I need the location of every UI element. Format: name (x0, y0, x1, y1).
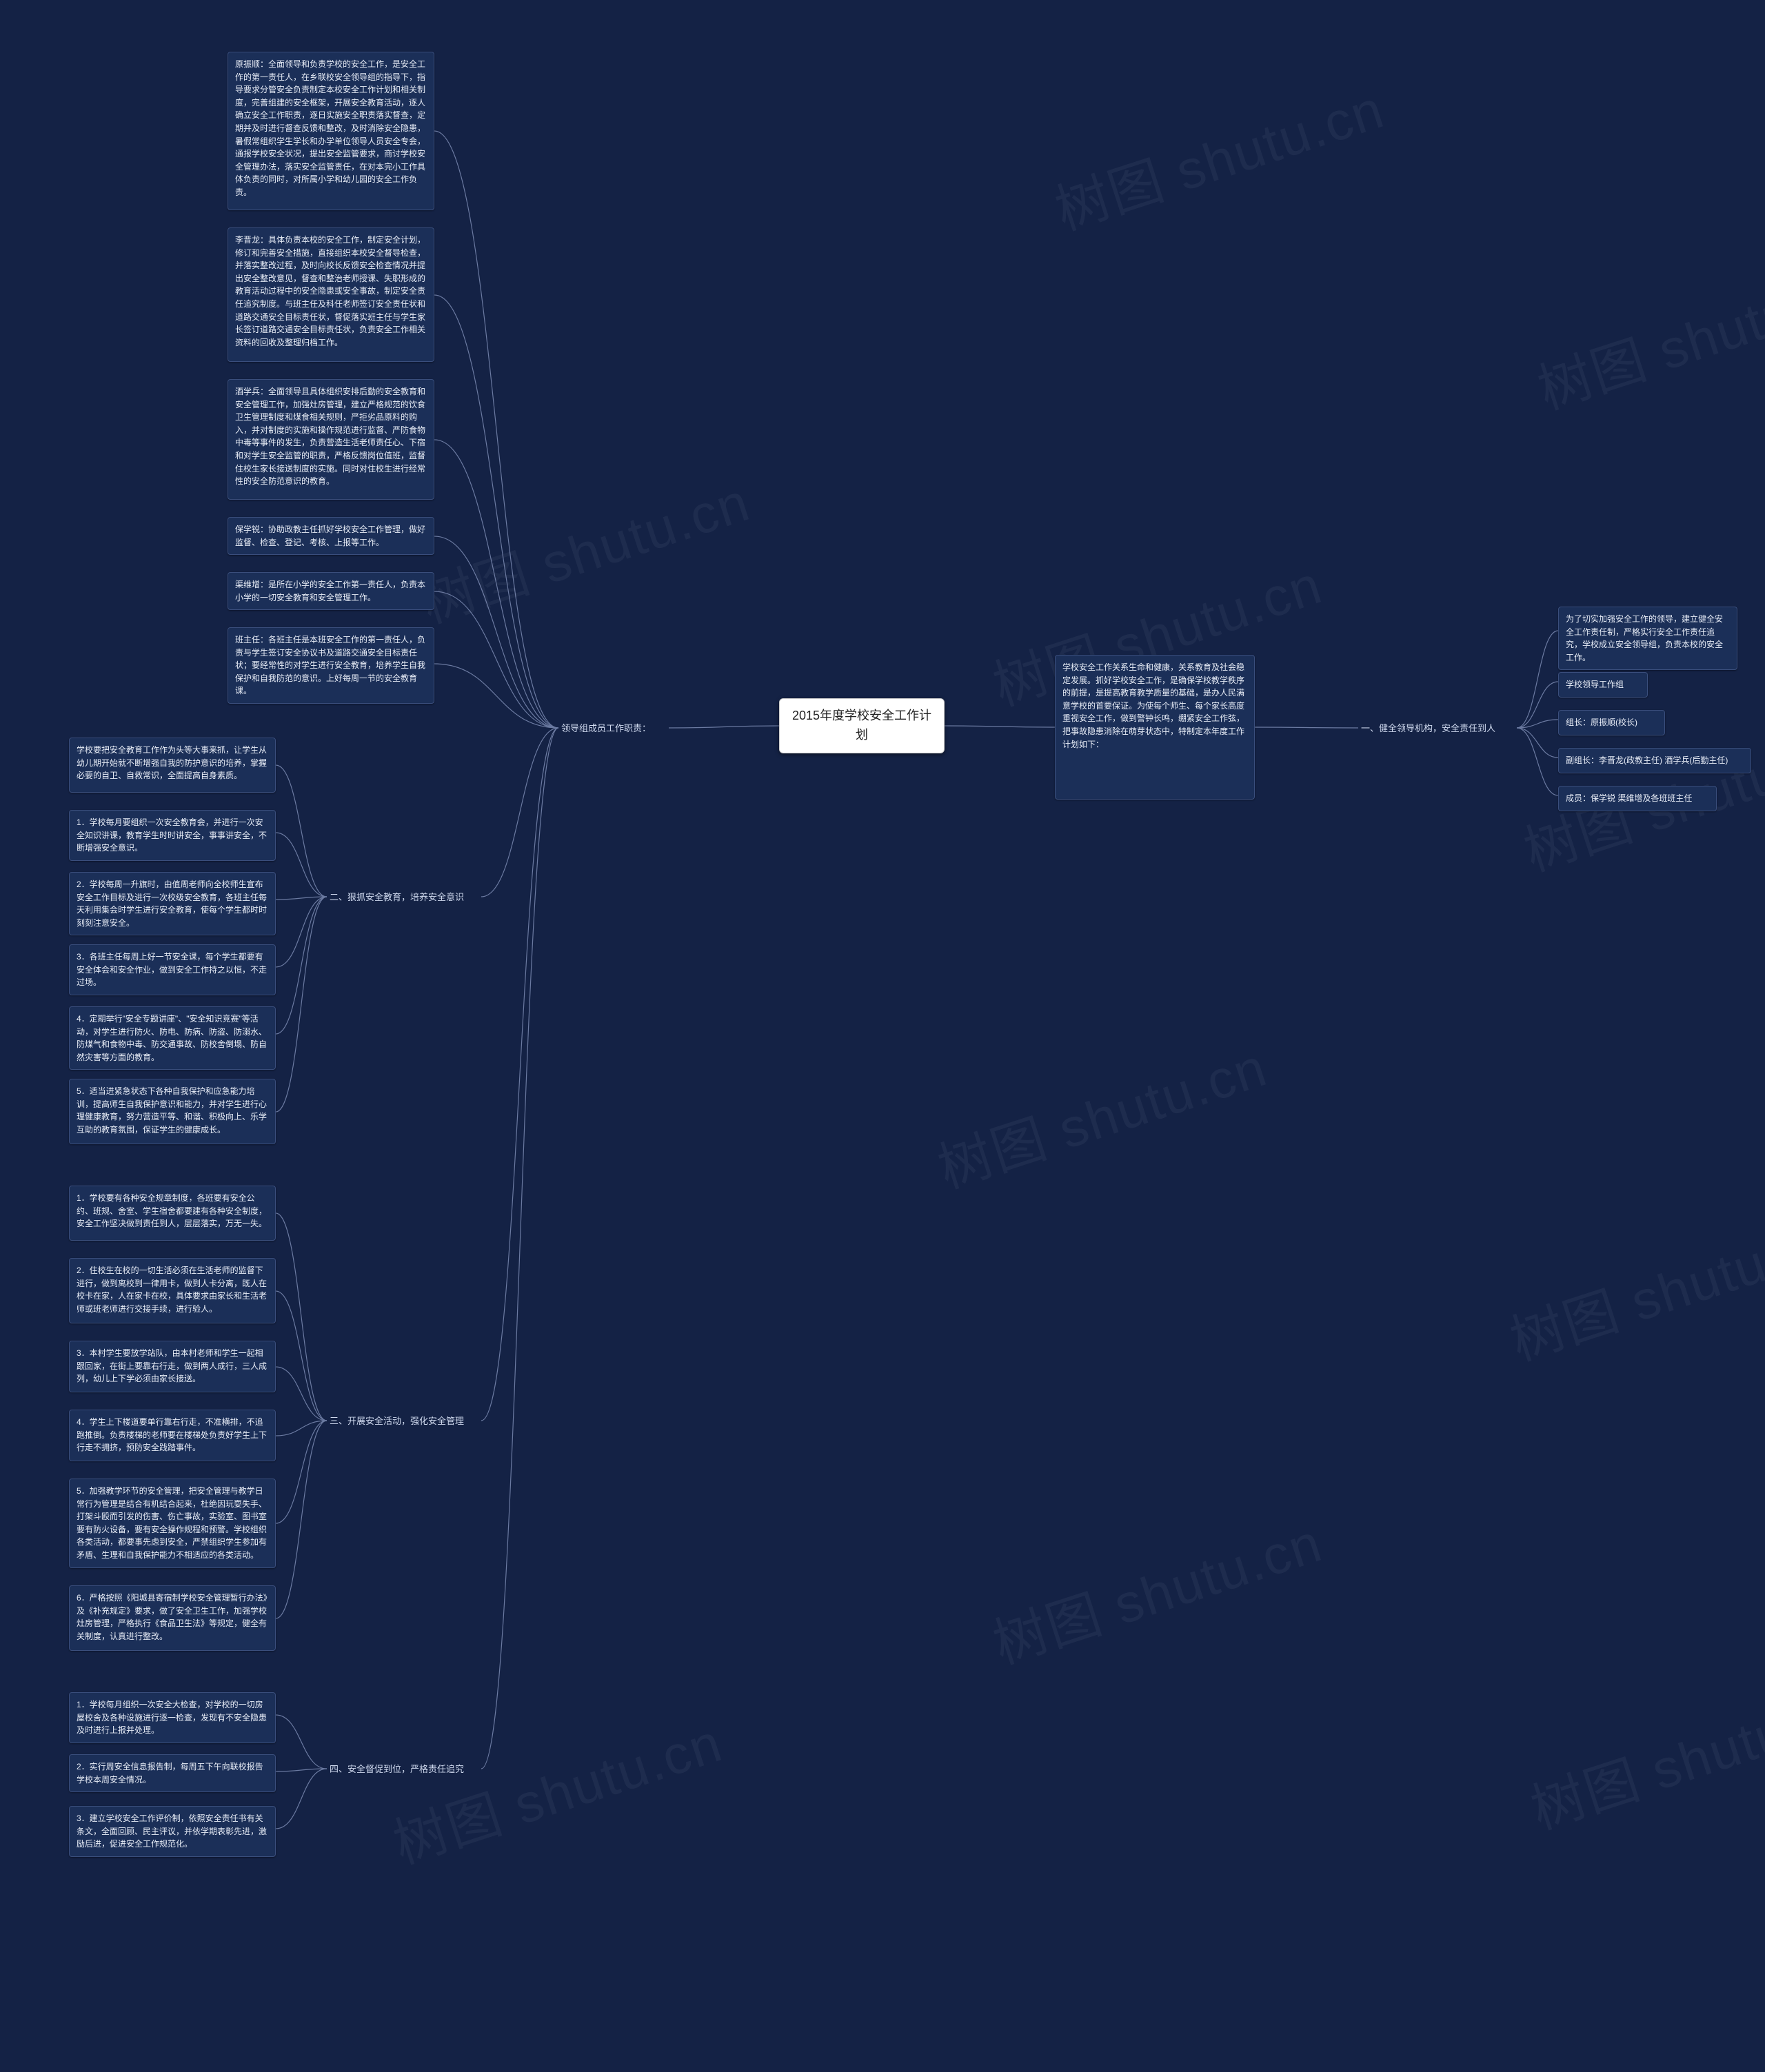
duty-bxl-text: 保学锐：协助政教主任抓好学校安全工作管理，做好监督、检查、登记、考核、上报等工作… (235, 525, 425, 547)
section-4-title[interactable]: 四、安全督促到位，严格责任追究 (327, 1761, 481, 1778)
root-node-text: 2015年度学校安全工作计划 (792, 707, 931, 745)
duty-banzhuren[interactable]: 班主任：各班主任是本班安全工作的第一责任人，负责与学生签订安全协议书及道路交通安… (228, 627, 434, 704)
s3-1-text: 1．学校要有各种安全规章制度，各班要有安全公约、班规、舍室、学生宿舍都要建有各种… (77, 1193, 267, 1228)
org-group[interactable]: 学校领导工作组 (1558, 672, 1648, 698)
s4-item-3[interactable]: 3．建立学校安全工作评价制，依照安全责任书有关条文，全面回顾、民主评议，并依学期… (69, 1806, 276, 1857)
duty-bzr-text: 班主任：各班主任是本班安全工作的第一责任人，负责与学生签订安全协议书及道路交通安… (235, 635, 425, 695)
s2-4-text: 4．定期举行"安全专题讲座"、"安全知识竞赛"等活动，对学生进行防火、防电、防病… (77, 1014, 267, 1062)
section-3-title-text: 三、开展安全活动，强化安全管理 (330, 1416, 464, 1426)
duty-yuanzhenshun[interactable]: 原振顺：全面领导和负责学校的安全工作，是安全工作的第一责任人，在乡联校安全领导组… (228, 52, 434, 210)
s2-5-text: 5．适当进紧急状态下各种自我保护和应急能力培训，提高师生自我保护意识和能力，并对… (77, 1086, 267, 1135)
s2-item-2[interactable]: 2．学校每周一升旗时，由值周老师向全校师生宣布安全工作目标及进行一次校级安全教育… (69, 872, 276, 935)
section-3-title[interactable]: 三、开展安全活动，强化安全管理 (327, 1413, 481, 1430)
duty-baoxuerui[interactable]: 保学锐：协助政教主任抓好学校安全工作管理，做好监督、检查、登记、考核、上报等工作… (228, 517, 434, 555)
s2-item-3[interactable]: 3．各班主任每周上好一节安全课，每个学生都要有安全体会和安全作业，做到安全工作持… (69, 944, 276, 995)
duty-qwz-text: 渠维增：是所在小学的安全工作第一责任人，负责本小学的一切安全教育和安全管理工作。 (235, 580, 425, 602)
section-4-title-text: 四、安全督促到位，严格责任追究 (330, 1764, 464, 1774)
s3-item-2[interactable]: 2．住校生在校的一切生活必须在生活老师的监督下进行，做到离校到一律用卡，做到人卡… (69, 1258, 276, 1323)
duties-title-text: 领导组成员工作职责： (561, 723, 651, 733)
s3-item-3[interactable]: 3．本村学生要放学站队，由本村老师和学生一起相跟回家，在街上要靠右行走，做到两人… (69, 1341, 276, 1392)
section-1-title-text: 一、健全领导机构，安全责任到人 (1361, 723, 1495, 733)
s2-1-text: 1．学校每月要组织一次安全教育会，并进行一次安全知识讲课，教育学生时时讲安全，事… (77, 817, 267, 853)
s2-item-5[interactable]: 5．适当进紧急状态下各种自我保护和应急能力培训，提高师生自我保护意识和能力，并对… (69, 1079, 276, 1144)
s3-6-text: 6．严格按照《阳城县寄宿制学校安全管理暂行办法》及《补充规定》要求，做了安全卫生… (77, 1593, 268, 1641)
org-leader[interactable]: 组长：原振顺(校长) (1558, 710, 1665, 735)
mindmap-stage: 树图 shutu.cn树图 shutu.cn树图 shutu.cn树图 shut… (0, 0, 1765, 2072)
s4-3-text: 3．建立学校安全工作评价制，依照安全责任书有关条文，全面回顾、民主评议，并依学期… (77, 1814, 267, 1849)
org-desc-text: 为了切实加强安全工作的领导，建立健全安全工作责任制，严格实行安全工作责任追究，学… (1566, 614, 1723, 662)
duty-yzs-text: 原振顺：全面领导和负责学校的安全工作，是安全工作的第一责任人，在乡联校安全领导组… (235, 59, 425, 197)
org-desc[interactable]: 为了切实加强安全工作的领导，建立健全安全工作责任制，严格实行安全工作责任追究，学… (1558, 607, 1737, 670)
org-group-text: 学校领导工作组 (1566, 680, 1624, 689)
section-2-title-text: 二、狠抓安全教育，培养安全意识 (330, 892, 464, 902)
duty-jiuxuebing[interactable]: 酒学兵：全面领导且具体组织安排后勤的安全教育和安全管理工作，加强灶房管理，建立严… (228, 379, 434, 500)
org-member[interactable]: 成员：保学锐 渠维增及各班班主任 (1558, 786, 1717, 811)
s2-intro-text: 学校要把安全教育工作作为头等大事来抓，让学生从幼儿期开始就不断增强自我的防护意识… (77, 745, 267, 780)
root-node[interactable]: 2015年度学校安全工作计划 (779, 698, 945, 753)
s2-3-text: 3．各班主任每周上好一节安全课，每个学生都要有安全体会和安全作业，做到安全工作持… (77, 952, 267, 987)
s3-item-1[interactable]: 1．学校要有各种安全规章制度，各班要有安全公约、班规、舍室、学生宿舍都要建有各种… (69, 1186, 276, 1241)
s3-3-text: 3．本村学生要放学站队，由本村老师和学生一起相跟回家，在街上要靠右行走，做到两人… (77, 1348, 267, 1383)
duty-jxb-text: 酒学兵：全面领导且具体组织安排后勤的安全教育和安全管理工作，加强灶房管理，建立严… (235, 387, 425, 486)
intro-block[interactable]: 学校安全工作关系生命和健康，关系教育及社会稳定发展。抓好学校安全工作，是确保学校… (1055, 655, 1255, 800)
s4-item-2[interactable]: 2．实行周安全信息报告制，每周五下午向联校报告学校本周安全情况。 (69, 1754, 276, 1792)
s4-item-1[interactable]: 1．学校每月组织一次安全大检查，对学校的一切房屋校舍及各种设施进行逐一检查，发现… (69, 1692, 276, 1743)
org-vice-text: 副组长：李晋龙(政教主任) 酒学兵(后勤主任) (1566, 755, 1728, 765)
org-leader-text: 组长：原振顺(校长) (1566, 718, 1637, 727)
s2-2-text: 2．学校每周一升旗时，由值周老师向全校师生宣布安全工作目标及进行一次校级安全教育… (77, 880, 267, 928)
s3-item-5[interactable]: 5．加强教学环节的安全管理，把安全管理与教学日常行为管理是结合有机结合起来，杜绝… (69, 1479, 276, 1568)
duty-quweizeng[interactable]: 渠维增：是所在小学的安全工作第一责任人，负责本小学的一切安全教育和安全管理工作。 (228, 572, 434, 610)
s3-item-6[interactable]: 6．严格按照《阳城县寄宿制学校安全管理暂行办法》及《补充规定》要求，做了安全卫生… (69, 1585, 276, 1651)
s3-5-text: 5．加强教学环节的安全管理，把安全管理与教学日常行为管理是结合有机结合起来，杜绝… (77, 1486, 267, 1560)
section-1-title[interactable]: 一、健全领导机构，安全责任到人 (1358, 720, 1517, 737)
s2-intro[interactable]: 学校要把安全教育工作作为头等大事来抓，让学生从幼儿期开始就不断增强自我的防护意识… (69, 738, 276, 793)
s3-2-text: 2．住校生在校的一切生活必须在生活老师的监督下进行，做到离校到一律用卡，做到人卡… (77, 1266, 267, 1314)
s2-item-4[interactable]: 4．定期举行"安全专题讲座"、"安全知识竞赛"等活动，对学生进行防火、防电、防病… (69, 1006, 276, 1070)
s4-2-text: 2．实行周安全信息报告制，每周五下午向联校报告学校本周安全情况。 (77, 1762, 263, 1785)
duties-title[interactable]: 领导组成员工作职责： (558, 720, 669, 737)
s2-item-1[interactable]: 1．学校每月要组织一次安全教育会，并进行一次安全知识讲课，教育学生时时讲安全，事… (69, 810, 276, 861)
section-2-title[interactable]: 二、狠抓安全教育，培养安全意识 (327, 889, 481, 906)
s3-item-4[interactable]: 4．学生上下楼道要单行靠右行走，不准横排，不追跑推倒。负责楼梯的老师要在楼梯处负… (69, 1410, 276, 1461)
org-vice[interactable]: 副组长：李晋龙(政教主任) 酒学兵(后勤主任) (1558, 748, 1751, 773)
s4-1-text: 1．学校每月组织一次安全大检查，对学校的一切房屋校舍及各种设施进行逐一检查，发现… (77, 1700, 267, 1735)
s3-4-text: 4．学生上下楼道要单行靠右行走，不准横排，不追跑推倒。负责楼梯的老师要在楼梯处负… (77, 1417, 267, 1452)
duty-ljl-text: 李晋龙：具体负责本校的安全工作，制定安全计划，修订和完善安全措施，直接组织本校安… (235, 235, 425, 347)
duty-lijinlong[interactable]: 李晋龙：具体负责本校的安全工作，制定安全计划，修订和完善安全措施，直接组织本校安… (228, 227, 434, 362)
org-member-text: 成员：保学锐 渠维增及各班班主任 (1566, 793, 1692, 803)
intro-text: 学校安全工作关系生命和健康，关系教育及社会稳定发展。抓好学校安全工作，是确保学校… (1062, 662, 1244, 749)
